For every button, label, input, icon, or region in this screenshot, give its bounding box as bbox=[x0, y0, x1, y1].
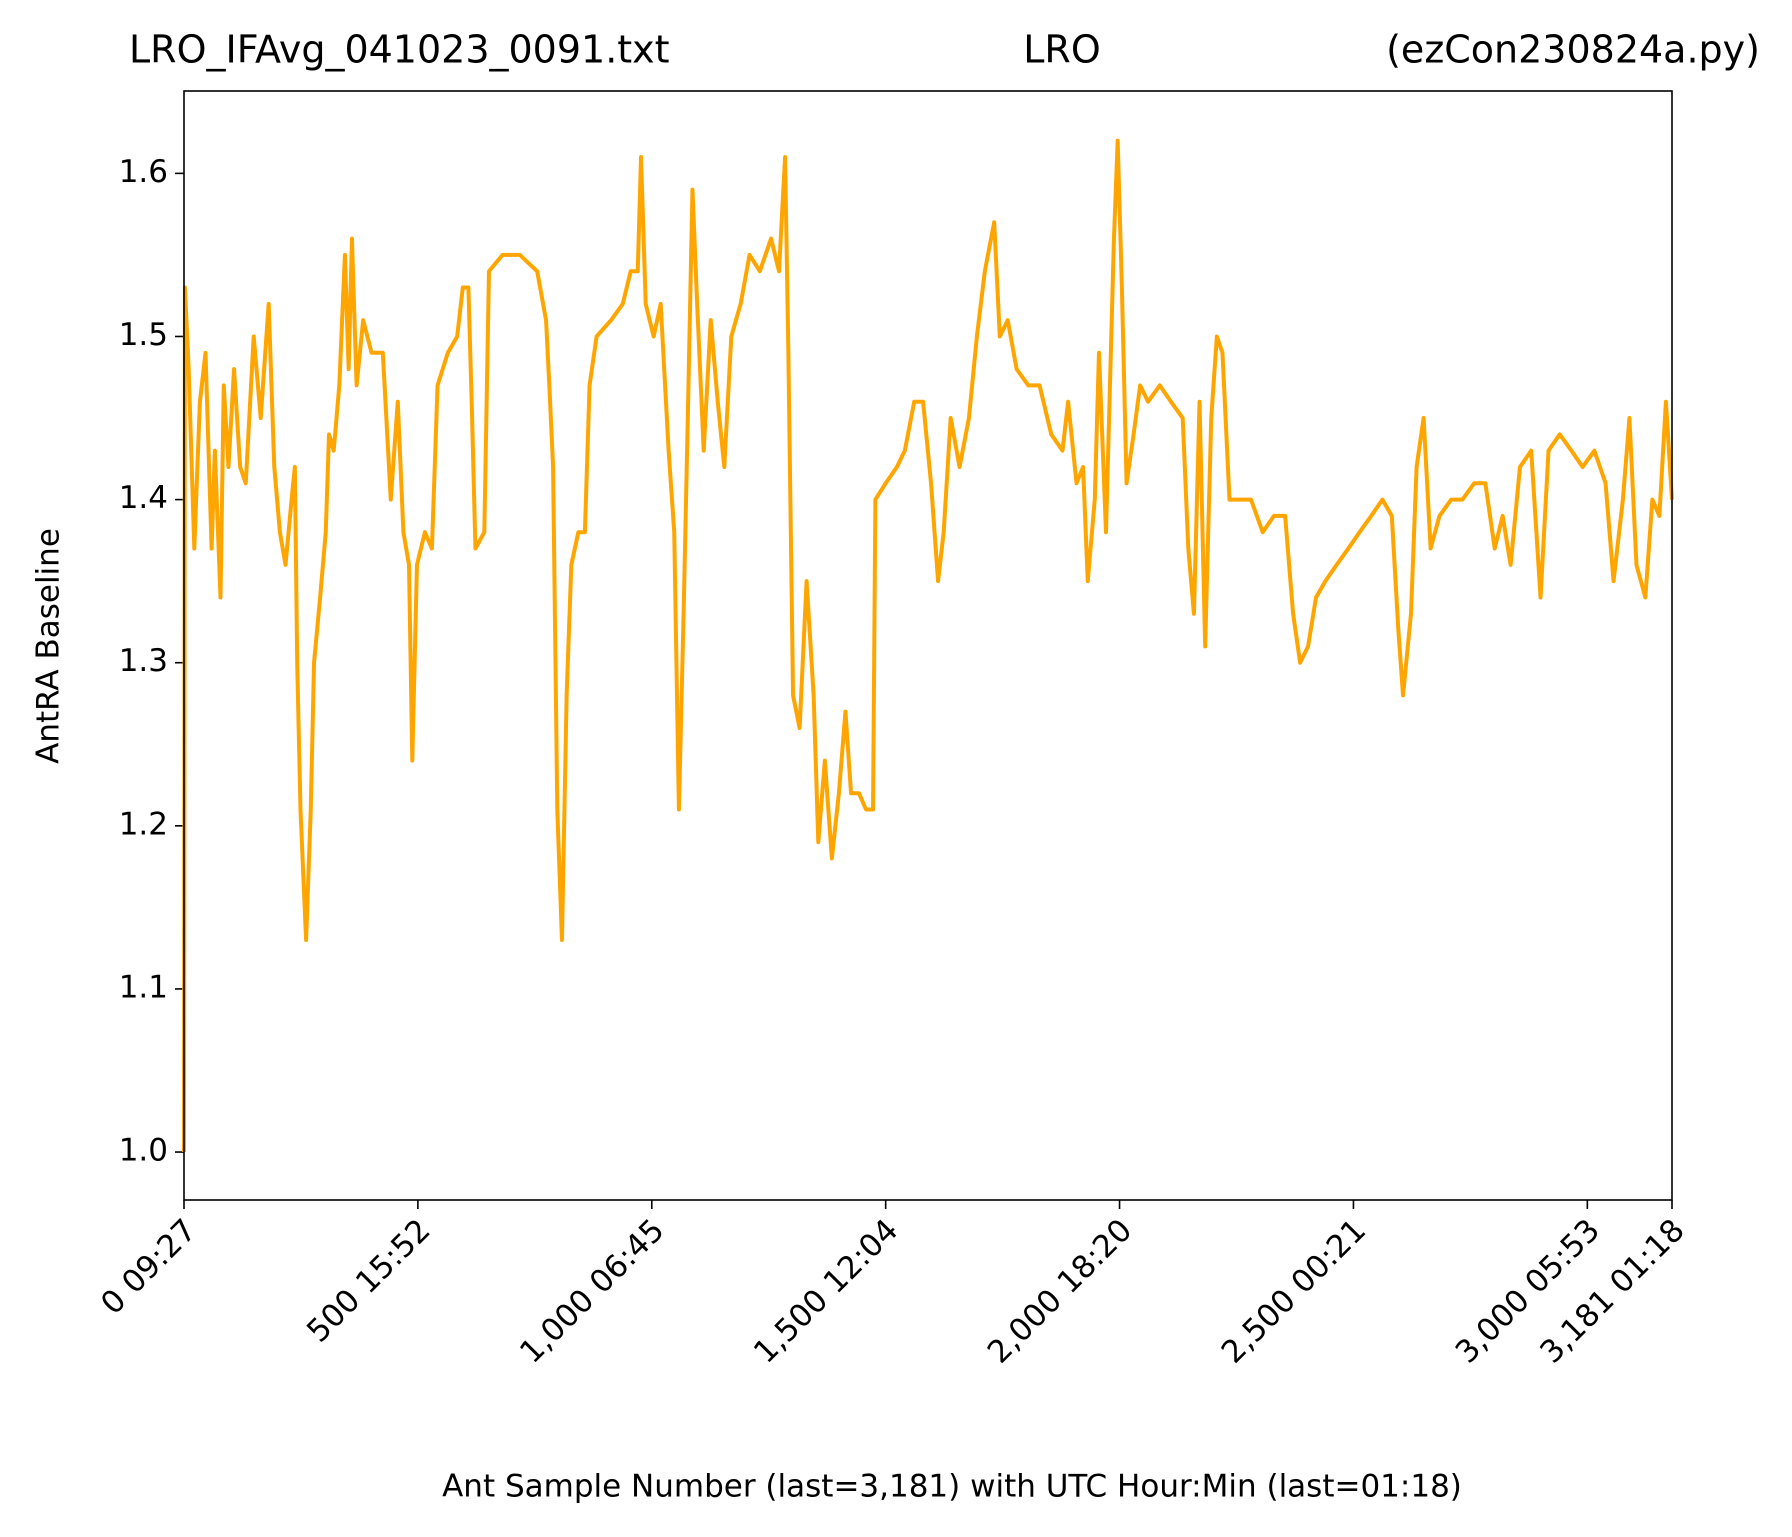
y-tick-label: 1.4 bbox=[119, 480, 168, 516]
x-tick-label: 1,000 06:45 bbox=[513, 1212, 671, 1370]
y-tick-label: 1.5 bbox=[119, 317, 168, 353]
y-tick-label: 1.6 bbox=[119, 154, 168, 190]
y-tick-label: 1.1 bbox=[119, 969, 168, 1005]
chart-title: LRO_IFAvg_041023_0091.txt bbox=[129, 28, 670, 72]
chart-title: (ezCon230824a.py) bbox=[1386, 28, 1760, 72]
data-line bbox=[182, 138, 1674, 1153]
y-tick-label: 1.2 bbox=[119, 806, 168, 842]
plot-frame bbox=[183, 90, 1673, 1201]
x-tick-label: 1,500 12:04 bbox=[747, 1212, 905, 1370]
x-tick-label: 2,500 00:21 bbox=[1215, 1212, 1373, 1370]
y-tick-label: 1.3 bbox=[119, 643, 168, 679]
x-tick-label: 500 15:52 bbox=[300, 1212, 437, 1349]
y-tick-label: 1.0 bbox=[119, 1133, 168, 1169]
x-tick-label: 3,000 05:53 bbox=[1449, 1212, 1607, 1370]
chart-title: LRO bbox=[1023, 28, 1100, 72]
y-axis-label: AntRA Baseline bbox=[31, 528, 67, 764]
x-tick-label: 0 09:27 bbox=[94, 1212, 204, 1322]
x-axis-label: Ant Sample Number (last=3,181) with UTC … bbox=[442, 1469, 1462, 1505]
x-tick-label: 2,000 18:20 bbox=[981, 1212, 1139, 1370]
